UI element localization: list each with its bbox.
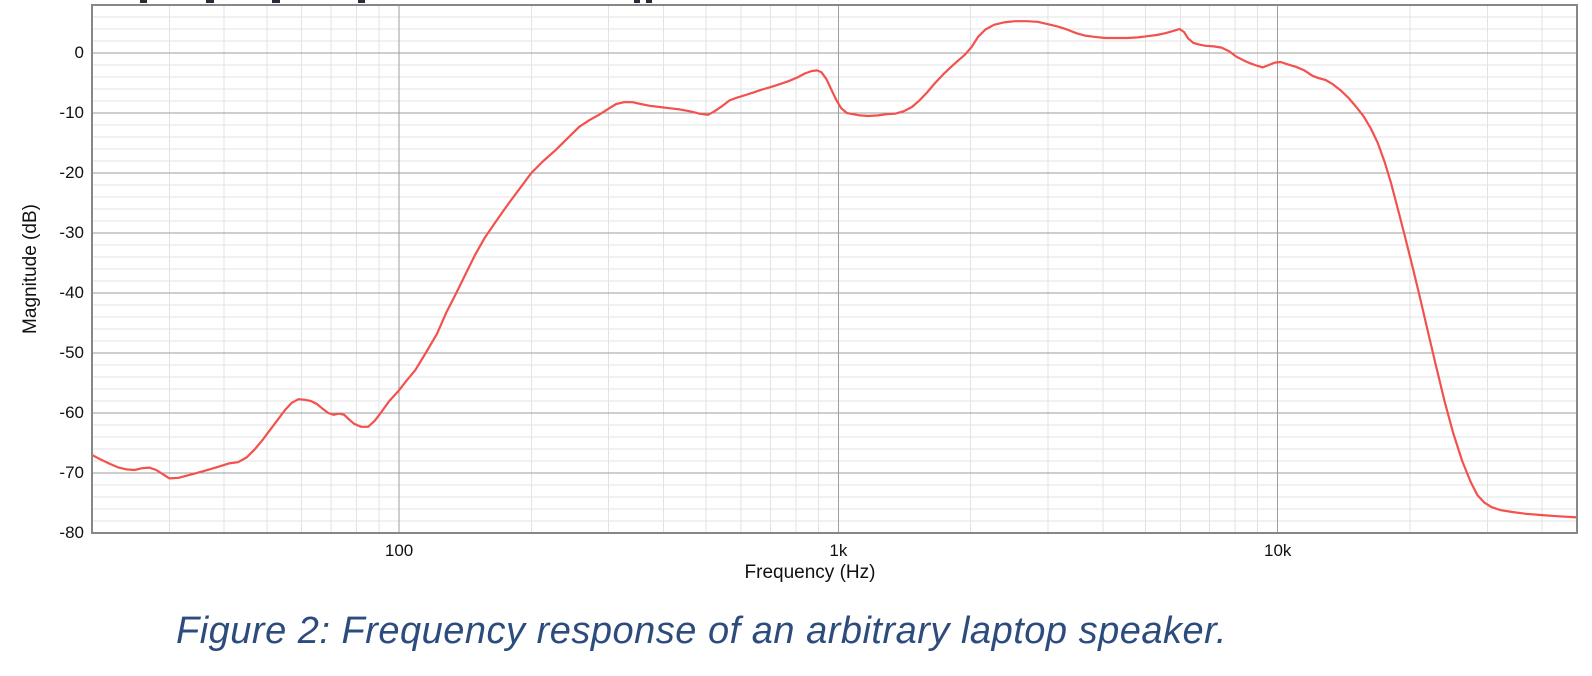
y-tick-label: -30 bbox=[59, 223, 84, 242]
y-tick-label: -60 bbox=[59, 403, 84, 422]
clipped-title-fragment bbox=[358, 0, 365, 3]
clipped-title-fragment bbox=[646, 0, 652, 3]
response-curve bbox=[90, 20, 1579, 519]
y-tick-label: -80 bbox=[59, 523, 84, 542]
y-axis-title: Magnitude (dB) bbox=[20, 204, 41, 334]
x-tick-label: 1k bbox=[829, 541, 848, 560]
clipped-title-fragment bbox=[140, 0, 147, 3]
y-tick-label: -40 bbox=[59, 283, 84, 302]
y-tick-label: -70 bbox=[59, 463, 84, 482]
y-tick-label: -10 bbox=[59, 103, 84, 122]
y-tick-label: -50 bbox=[59, 343, 84, 362]
clipped-title-fragment bbox=[272, 0, 280, 3]
frequency-response-plot bbox=[90, 4, 1579, 534]
clipped-title-fragment bbox=[206, 0, 214, 3]
y-tick-label: 0 bbox=[74, 43, 84, 62]
x-tick-label: 10k bbox=[1263, 541, 1292, 560]
x-tick-label: 100 bbox=[384, 541, 414, 560]
plot-border bbox=[91, 4, 1578, 534]
clipped-title-fragment bbox=[634, 0, 640, 3]
x-axis-title: Frequency (Hz) bbox=[744, 562, 876, 583]
y-tick-label: -20 bbox=[59, 163, 84, 182]
figure-caption: Figure 2: Frequency response of an arbit… bbox=[176, 610, 1227, 652]
